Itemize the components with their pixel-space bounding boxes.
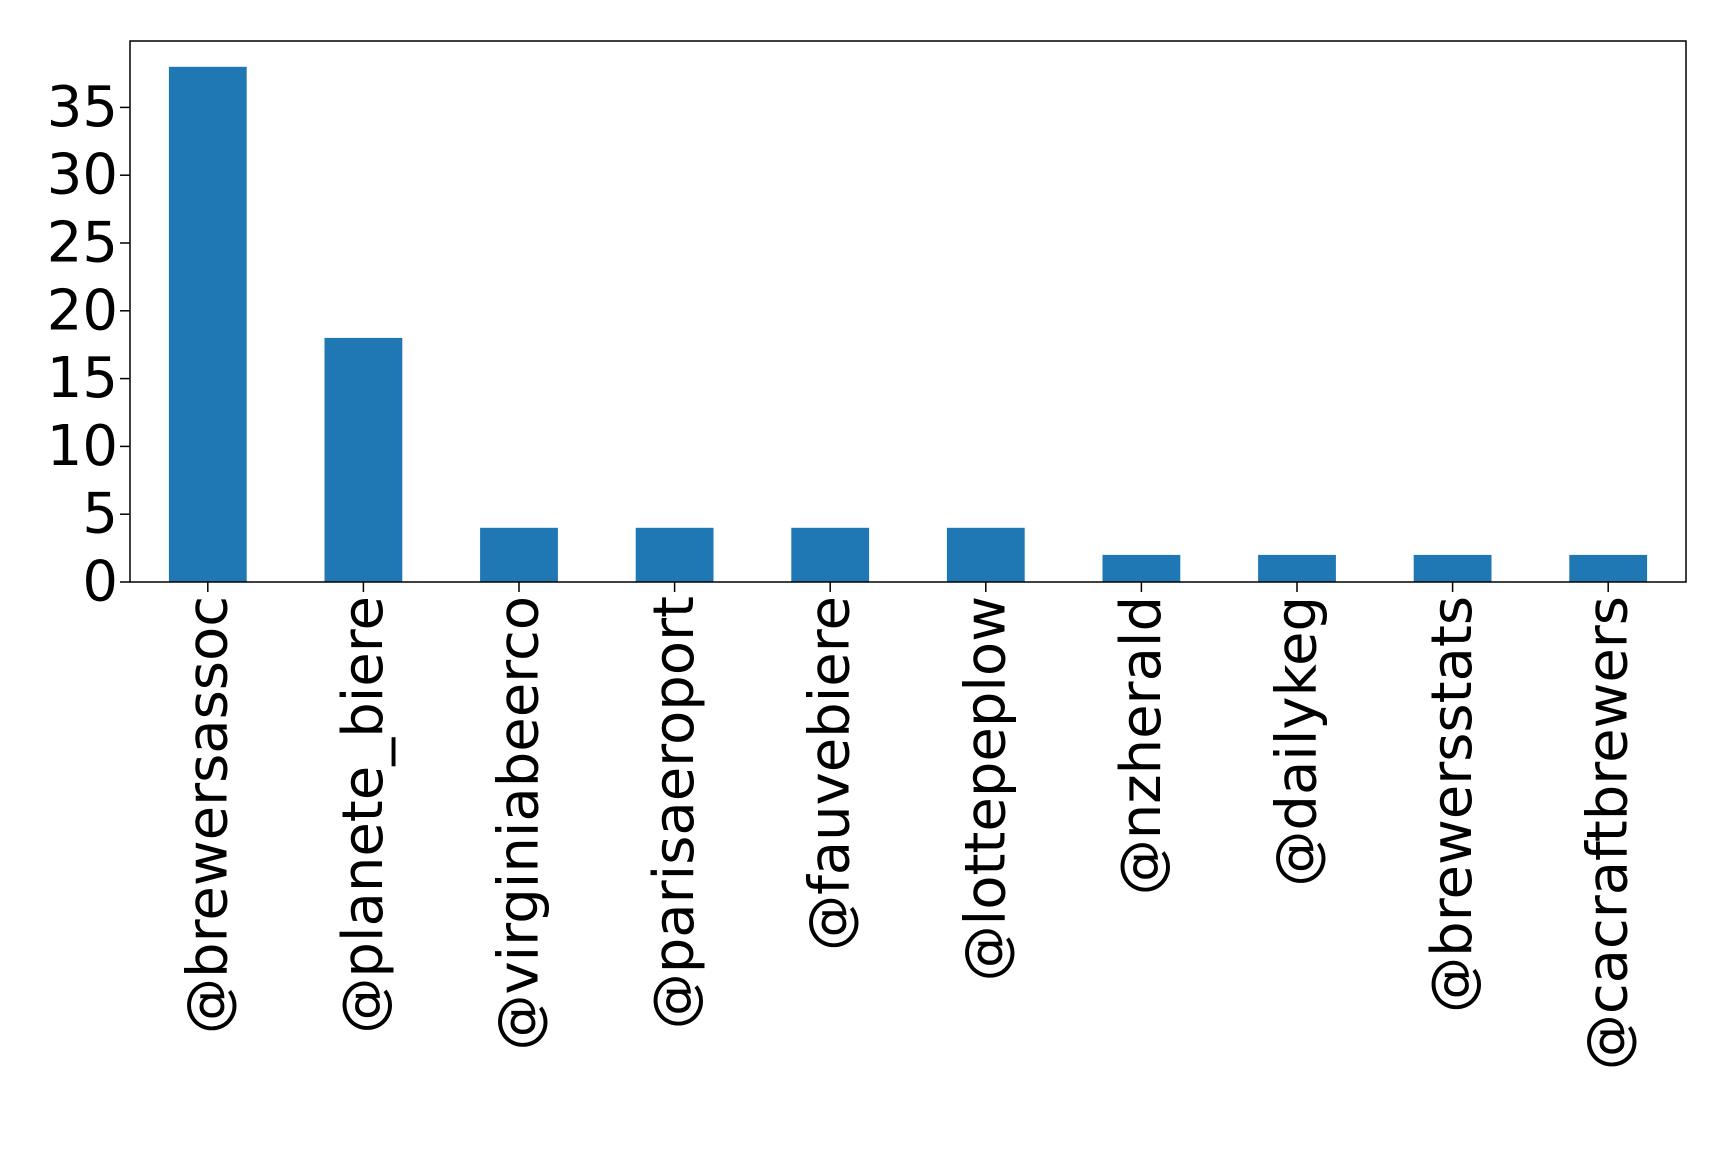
x-tick-label: @brewersassoc [175,596,240,1034]
x-tick-label: @dailykeg [1265,596,1330,887]
bar [946,527,1025,582]
bar [1413,554,1492,582]
x-tick-label: @nzherald [1109,596,1174,895]
x-tick-label: @parisaeroport [642,596,707,1029]
bars-group [168,66,1648,583]
y-tick-label: 0 [82,550,118,615]
bar [635,527,714,582]
bar [168,66,247,583]
bar [1258,554,1336,582]
y-tick-label: 30 [47,143,118,208]
bar [1569,554,1648,582]
y-tick-label: 35 [47,75,118,140]
x-tick-label: @planete_biere [331,596,396,1034]
y-tick-label: 5 [82,482,118,547]
x-tick-label: @lottepeplow [953,596,1018,981]
x-tick-label: @cacraftbrewers [1576,596,1641,1070]
y-tick-label: 10 [47,414,118,479]
plot-frame [129,40,1687,583]
y-tick-label: 20 [47,278,118,343]
x-tick-label: @fauvebiere [798,596,863,951]
y-tick-label: 15 [47,346,118,411]
y-tick-label: 25 [47,211,118,276]
x-axis: @brewersassoc @planete_biere @virginiabeer… [175,582,1641,1070]
bar [791,527,870,582]
x-tick-label: @virginiabeerco [487,596,552,1051]
bar [1102,554,1181,582]
bar [480,527,558,582]
bar [324,337,403,582]
x-tick-label: @brewersstats [1420,596,1485,1013]
